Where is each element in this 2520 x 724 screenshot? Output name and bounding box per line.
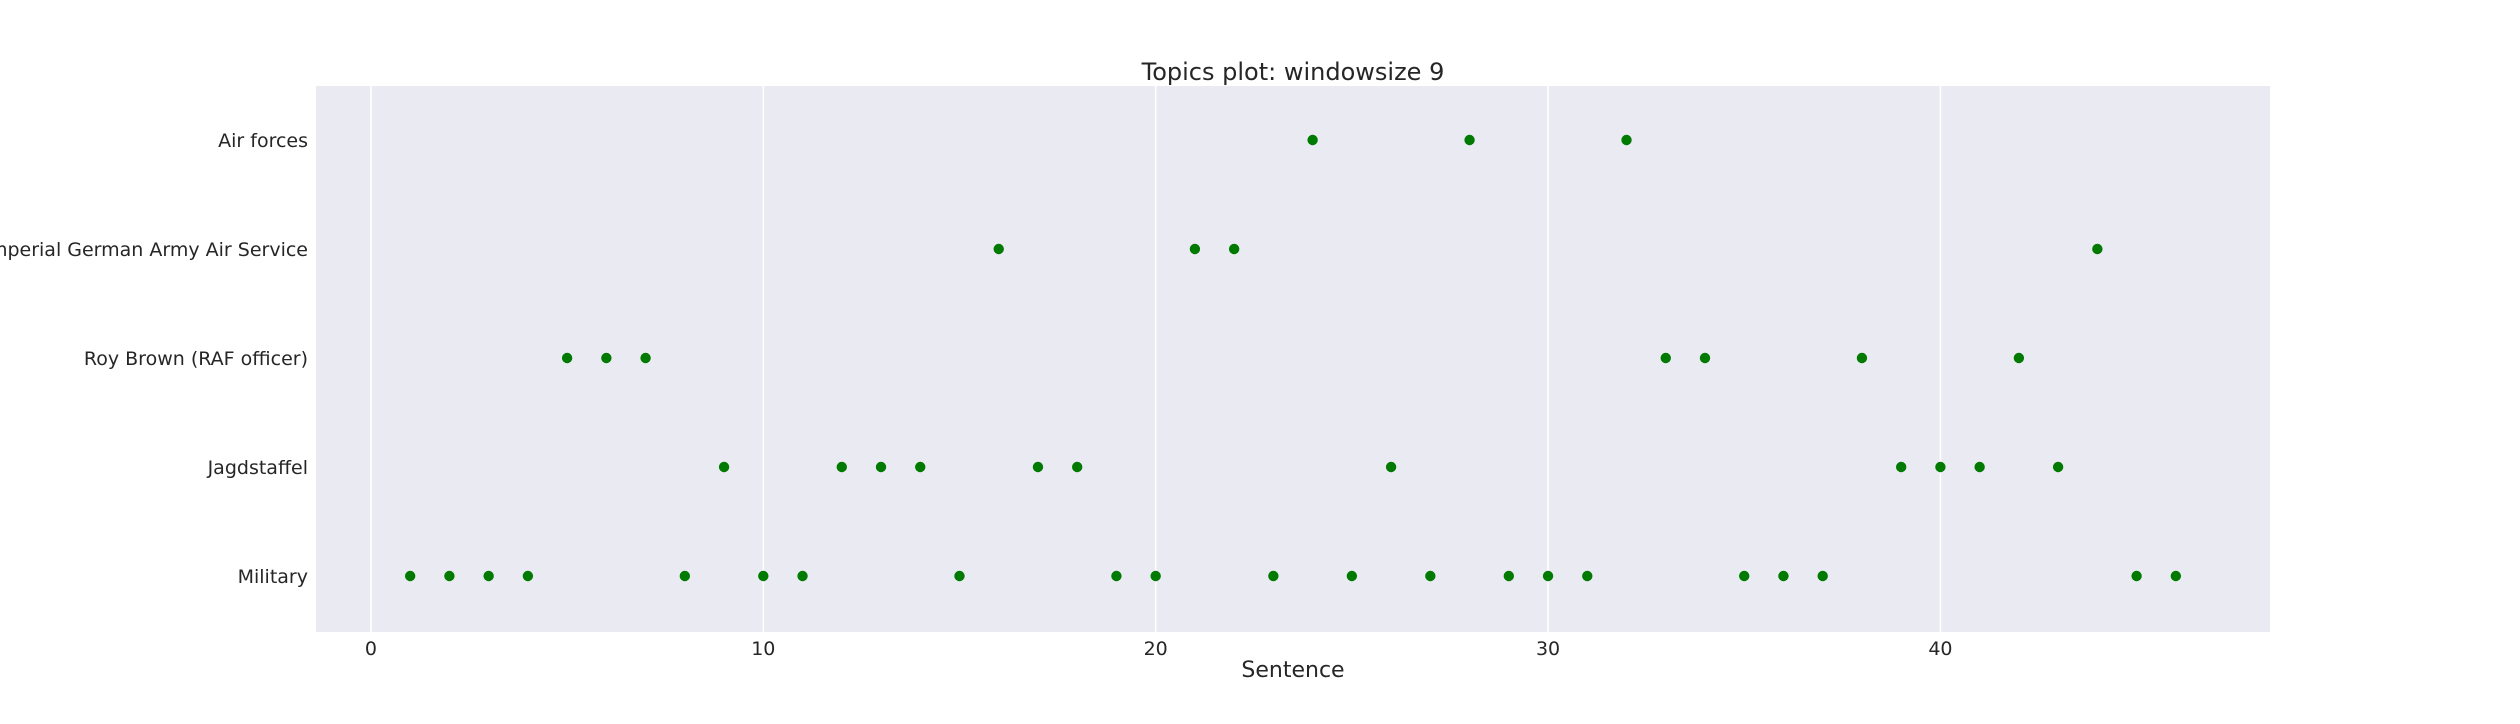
data-point [679,570,691,582]
data-point [1660,352,1671,364]
data-point [1425,570,1436,582]
data-point [758,570,769,582]
data-point [1582,570,1593,582]
data-point [640,352,651,364]
y-tick-label: Jagdstaffel [207,457,308,479]
data-point [1542,570,1554,582]
data-point [1974,461,1985,473]
y-tick-labels: Military Jagdstaffel Roy Brown (RAF office… [0,130,308,588]
data-point [954,570,965,582]
data-point [561,352,573,364]
data-point [1032,461,1044,473]
data-point [875,461,887,473]
data-point [1346,570,1358,582]
data-point [1307,134,1318,146]
y-tick-label: Air forces [218,130,308,152]
data-point [1739,570,1750,582]
data-point [1856,352,1868,364]
x-tick-labels: 0 10 20 30 40 [365,638,1953,660]
chart-title: Topics plot: windowsize 9 [1141,58,1445,86]
data-point [1621,134,1632,146]
data-point [1111,570,1122,582]
data-point [2013,352,2025,364]
data-point [797,570,808,582]
data-point [1464,134,1475,146]
data-point [1228,243,1240,255]
data-point [1778,570,1789,582]
x-tick-label: 30 [1536,638,1560,660]
data-point [522,570,534,582]
y-tick-label: Imperial German Army Air Service [0,239,308,261]
grid-layer [370,86,1942,632]
data-point [404,570,416,582]
data-point [1189,243,1201,255]
data-point [993,243,1004,255]
data-point [1150,570,1161,582]
data-point [2092,243,2103,255]
data-point [1071,461,1083,473]
data-point [2131,570,2142,582]
data-point [483,570,494,582]
data-point [1895,461,1907,473]
data-point [1503,570,1515,582]
data-point [1385,461,1397,473]
data-point [915,461,926,473]
data-point [1935,461,1946,473]
x-tick-label: 0 [365,638,377,660]
x-tick-label: 10 [751,638,775,660]
points-layer [404,134,2182,582]
data-point [2052,461,2064,473]
data-point [836,461,847,473]
data-point [1817,570,1828,582]
x-tick-label: 20 [1144,638,1168,660]
data-point [718,461,730,473]
data-point [1268,570,1279,582]
y-tick-label: Roy Brown (RAF officer) [84,348,308,370]
data-point [2170,570,2182,582]
x-axis-label: Sentence [1241,658,1344,683]
y-tick-label: Military [238,566,308,588]
x-tick-label: 40 [1928,638,1952,660]
data-point [601,352,612,364]
data-point [444,570,455,582]
data-point [1699,352,1711,364]
